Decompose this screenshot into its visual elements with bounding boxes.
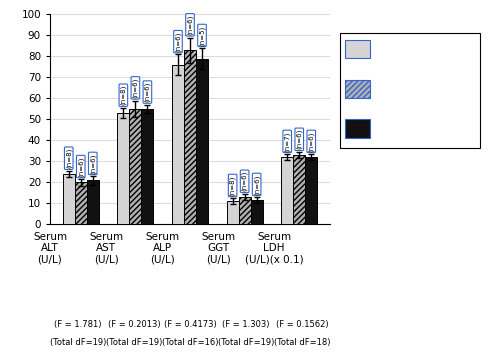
Text: (Total dF=19): (Total dF=19) xyxy=(50,338,106,348)
Text: Serum
ALT
(U/L): Serum ALT (U/L) xyxy=(33,232,67,265)
Bar xyxy=(226,201,238,224)
Text: (F = 1.303): (F = 1.303) xyxy=(222,320,270,329)
Text: (F = 1.781): (F = 1.781) xyxy=(54,320,102,329)
Bar xyxy=(142,109,154,224)
Bar xyxy=(281,157,293,224)
Text: (n=6): (n=6) xyxy=(187,15,194,35)
Bar xyxy=(184,50,196,224)
Bar xyxy=(62,174,74,224)
Text: (n=7): (n=7) xyxy=(284,131,290,152)
Text: N-acetylcysteine: N-acetylcysteine xyxy=(378,84,464,94)
Text: (n=6): (n=6) xyxy=(174,31,181,52)
Bar xyxy=(87,180,99,224)
Text: Serum
AST
(U/L): Serum AST (U/L) xyxy=(89,232,123,265)
Text: (F = 0.2013): (F = 0.2013) xyxy=(108,320,160,329)
Text: (n=6): (n=6) xyxy=(90,153,96,174)
Text: (n=6): (n=6) xyxy=(242,171,248,191)
Text: (n=6): (n=6) xyxy=(308,131,314,152)
Bar xyxy=(293,155,306,224)
Text: (n=8): (n=8) xyxy=(120,85,126,105)
Text: Serum
LDH
(U/L)(x 0.1): Serum LDH (U/L)(x 0.1) xyxy=(244,232,304,265)
Bar xyxy=(196,59,208,224)
Text: (n=6): (n=6) xyxy=(144,82,150,102)
Text: (Total dF=18): (Total dF=18) xyxy=(274,338,330,348)
Bar xyxy=(130,109,141,224)
Text: (n=5): (n=5) xyxy=(199,25,205,46)
Bar xyxy=(306,157,318,224)
Text: Normal control: Normal control xyxy=(378,44,455,54)
Text: (F = 0.1562): (F = 0.1562) xyxy=(276,320,328,329)
Text: (n=6): (n=6) xyxy=(132,78,138,98)
Text: Serum
ALP
(U/L): Serum ALP (U/L) xyxy=(145,232,179,265)
Text: Serum
GGT
(U/L): Serum GGT (U/L) xyxy=(201,232,235,265)
Text: (n=8): (n=8) xyxy=(66,148,72,168)
Text: Saponin: Saponin xyxy=(378,123,420,134)
Text: (n=8): (n=8) xyxy=(230,175,236,196)
Bar xyxy=(172,65,184,224)
Text: (Total dF=19): (Total dF=19) xyxy=(218,338,274,348)
Text: (F = 0.4173): (F = 0.4173) xyxy=(164,320,216,329)
Text: (Total dF=16): (Total dF=16) xyxy=(162,338,218,348)
Bar xyxy=(74,182,87,224)
Bar xyxy=(238,197,250,224)
Text: (n=6): (n=6) xyxy=(296,129,302,150)
Bar xyxy=(118,113,130,224)
Text: (Total dF=19): (Total dF=19) xyxy=(106,338,162,348)
Text: (n=6): (n=6) xyxy=(254,174,260,195)
Text: (n=6): (n=6) xyxy=(78,156,84,177)
Bar xyxy=(250,200,262,224)
